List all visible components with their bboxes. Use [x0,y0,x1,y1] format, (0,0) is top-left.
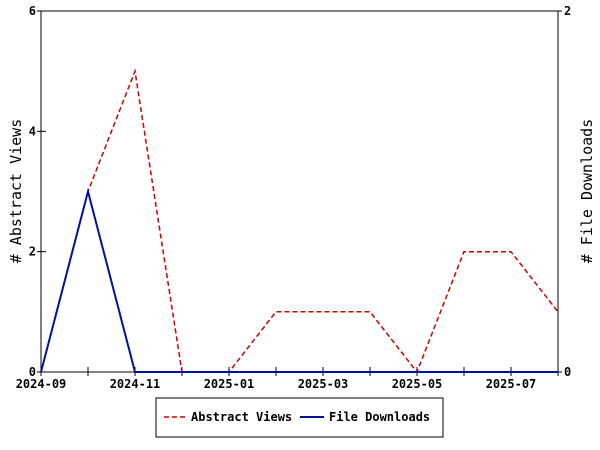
y2-tick-label: 0 [564,365,571,379]
x-tick-label: 2025-05 [392,377,443,391]
legend-label-abstract-views: Abstract Views [191,410,292,424]
y2-axis-title: # File Downloads [578,119,596,264]
x-tick-label: 2025-01 [204,377,255,391]
series-line-abstract-views [40,68,559,374]
plot-frame [40,10,559,373]
y-axis-title: # Abstract Views [7,119,25,264]
x-tick-label: 2024-11 [110,377,161,391]
legend-label-file-downloads: File Downloads [329,410,430,424]
x-tick-label: 2025-03 [298,377,349,391]
legend: Abstract Views File Downloads [155,397,444,438]
y-tick-label: 4 [29,124,36,138]
x-tick-label: 2024-09 [16,377,67,391]
y-tick-label: 0 [29,365,36,379]
series-line-file-downloads [40,187,558,373]
y-tick-label: 6 [29,4,36,18]
x-tick-label: 2025-07 [486,377,537,391]
y-tick-label: 2 [29,245,36,259]
y2-tick-label: 2 [564,4,571,18]
